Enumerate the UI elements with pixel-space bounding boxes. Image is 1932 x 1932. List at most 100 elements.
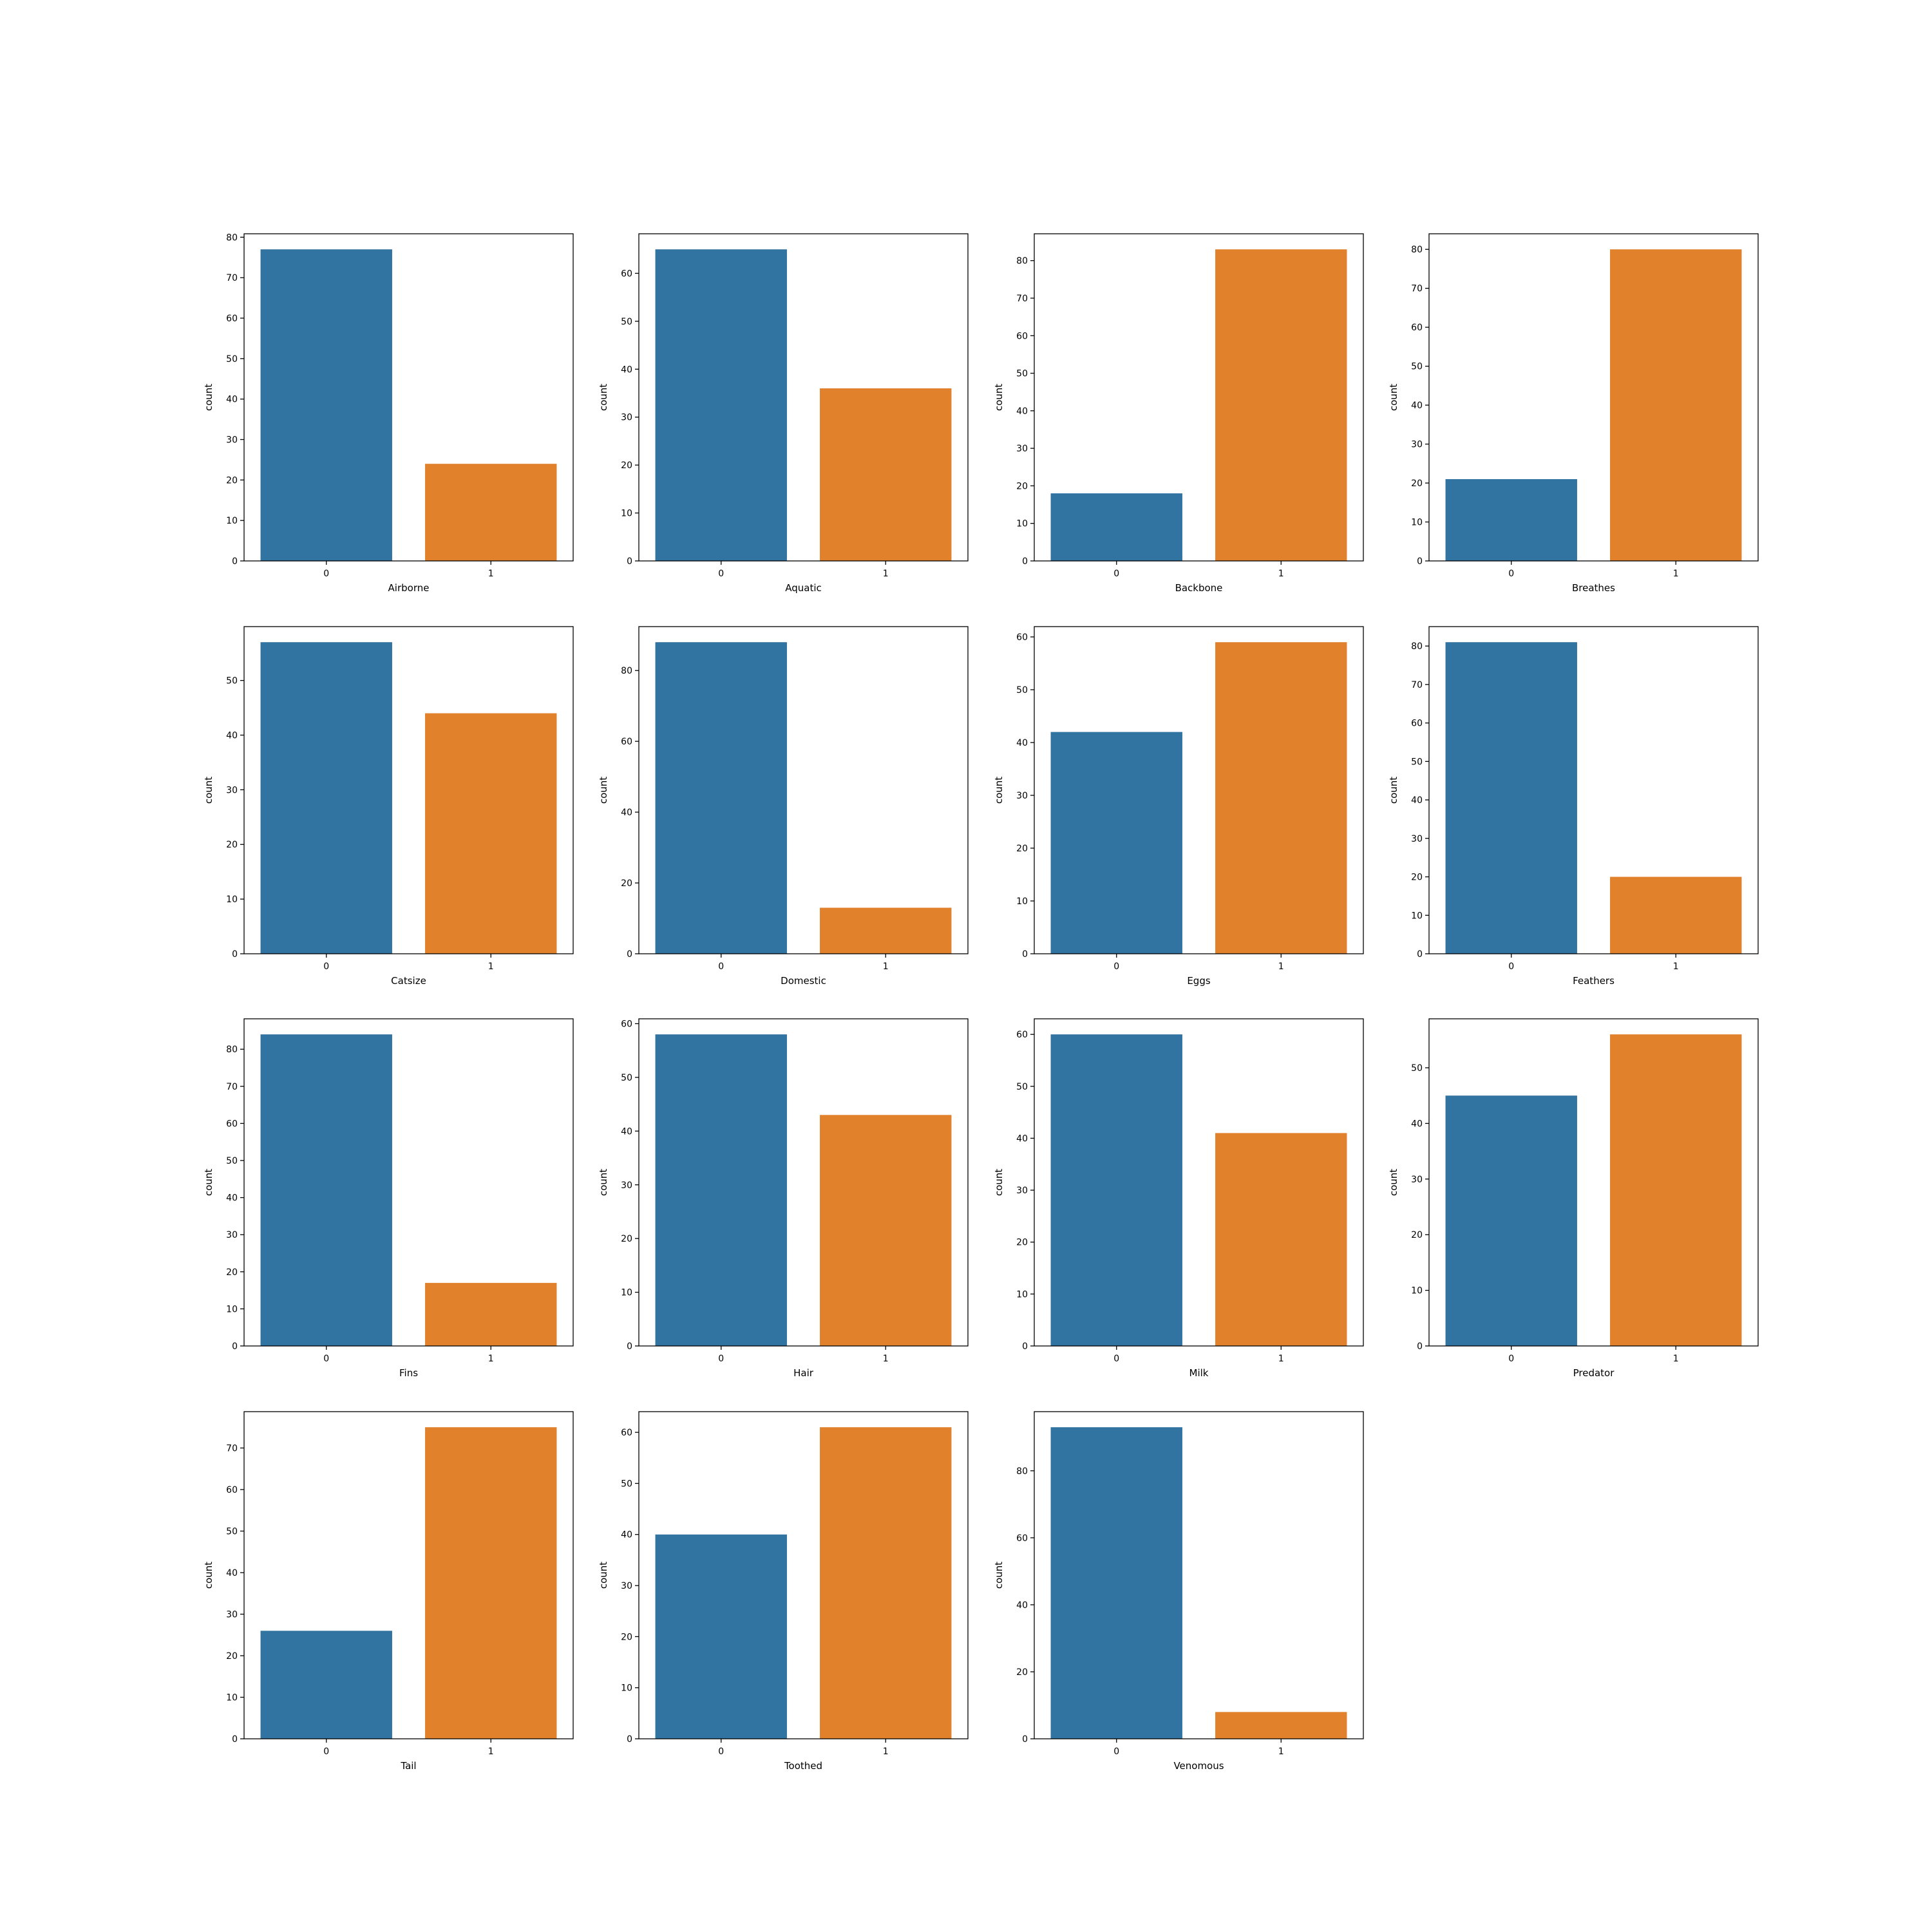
ytick-label-aquatic-30: 30 [621, 413, 632, 423]
xtick-label-backbone-1: 1 [1278, 569, 1284, 579]
bar-milk-0 [1050, 1034, 1182, 1346]
xtick-label-breathes-1: 1 [1673, 569, 1679, 579]
ylabel-fins: count [203, 1169, 214, 1196]
ytick-label-toothed-40: 40 [621, 1530, 632, 1540]
ytick-label-fins-30: 30 [226, 1230, 238, 1240]
ylabel-venomous: count [993, 1562, 1005, 1589]
ytick-label-hair-30: 30 [621, 1180, 632, 1191]
bar-breathes-1 [1610, 249, 1742, 561]
xtick-label-toothed-1: 1 [883, 1747, 889, 1757]
ytick-label-backbone-10: 10 [1016, 519, 1028, 529]
ytick-label-fins-20: 20 [226, 1267, 238, 1278]
ytick-label-airborne-60: 60 [226, 314, 238, 324]
ytick-label-airborne-70: 70 [226, 273, 238, 283]
subplot-feathers: 0 10 20 30 40 50 60 70 80 0 1 Feathers count [1388, 626, 1759, 987]
subplot-eggs: 0 10 20 30 40 50 60 0 1 Eggs count [993, 626, 1364, 987]
ytick-label-catsize-20: 20 [226, 840, 238, 850]
axes-frame-predator [1428, 1018, 1759, 1347]
ytick-label-feathers-80: 80 [1411, 641, 1423, 652]
xlabel-predator: Predator [1573, 1367, 1615, 1379]
subplot-domestic: 0 20 40 60 80 0 1 Domestic count [598, 626, 969, 987]
subplot-venomous: 0 20 40 60 80 0 1 Venomous count [993, 1411, 1364, 1772]
bar-eggs-1 [1215, 642, 1347, 954]
ytick-label-tail-0: 0 [232, 1734, 238, 1745]
xtick-label-eggs-1: 1 [1278, 961, 1284, 972]
ytick-label-toothed-60: 60 [621, 1428, 632, 1438]
subplot-aquatic: 0 10 20 30 40 50 60 0 1 Aquatic count [598, 233, 969, 594]
bar-feathers-1 [1610, 876, 1742, 954]
subplot-predator: 0 10 20 30 40 50 0 1 Predator count [1388, 1018, 1759, 1379]
ytick-label-eggs-60: 60 [1016, 632, 1028, 643]
ytick-label-catsize-10: 10 [226, 895, 238, 905]
ytick-label-backbone-70: 70 [1016, 294, 1028, 304]
subplot-hair: 0 10 20 30 40 50 60 0 1 Hair count [598, 1018, 969, 1379]
xtick-label-hair-0: 0 [718, 1354, 724, 1364]
ytick-label-domestic-0: 0 [627, 949, 632, 960]
ytick-label-breathes-40: 40 [1411, 401, 1423, 411]
xtick-label-feathers-1: 1 [1673, 961, 1679, 972]
ytick-label-aquatic-50: 50 [621, 317, 632, 327]
ytick-label-catsize-0: 0 [232, 949, 238, 960]
ylabel-feathers: count [1388, 777, 1399, 804]
ytick-label-tail-60: 60 [226, 1485, 238, 1495]
ytick-label-feathers-40: 40 [1411, 795, 1423, 806]
ytick-label-domestic-20: 20 [621, 878, 632, 889]
bar-fins-0 [260, 1034, 392, 1346]
xtick-label-eggs-0: 0 [1113, 961, 1119, 972]
xtick-label-catsize-1: 1 [488, 961, 494, 972]
ytick-label-breathes-80: 80 [1411, 245, 1423, 255]
xlabel-breathes: Breathes [1572, 582, 1615, 594]
bar-toothed-1 [820, 1427, 952, 1739]
xtick-label-tail-0: 0 [323, 1747, 329, 1757]
ylabel-tail: count [203, 1562, 214, 1589]
ytick-label-airborne-10: 10 [226, 516, 238, 526]
xtick-label-fins-1: 1 [488, 1354, 494, 1364]
subplot-fins: 0 10 20 30 40 50 60 70 80 0 1 Fins count [203, 1018, 574, 1379]
xlabel-hair: Hair [793, 1367, 814, 1379]
xtick-label-breathes-0: 0 [1508, 569, 1514, 579]
ytick-label-tail-70: 70 [226, 1443, 238, 1454]
xlabel-catsize: Catsize [391, 975, 426, 987]
ylabel-catsize: count [203, 777, 214, 804]
ytick-label-milk-20: 20 [1016, 1238, 1028, 1248]
ytick-label-eggs-0: 0 [1022, 949, 1028, 960]
ytick-label-fins-10: 10 [226, 1304, 238, 1314]
ytick-label-toothed-20: 20 [621, 1632, 632, 1642]
axes-frame-hair [638, 1018, 969, 1347]
xtick-label-venomous-1: 1 [1278, 1747, 1284, 1757]
xtick-label-hair-1: 1 [883, 1354, 889, 1364]
ytick-label-hair-20: 20 [621, 1234, 632, 1244]
xlabel-domestic: Domestic [781, 975, 826, 987]
bar-venomous-1 [1215, 1712, 1347, 1739]
ylabel-milk: count [993, 1169, 1005, 1196]
xtick-label-feathers-0: 0 [1508, 961, 1514, 972]
axes-frame-breathes [1428, 233, 1759, 562]
xtick-label-airborne-1: 1 [488, 569, 494, 579]
ylabel-eggs: count [993, 777, 1005, 804]
xlabel-airborne: Airborne [388, 582, 430, 594]
ytick-label-breathes-20: 20 [1411, 478, 1423, 489]
ytick-label-eggs-20: 20 [1016, 844, 1028, 854]
ytick-label-breathes-60: 60 [1411, 323, 1423, 333]
xlabel-milk: Milk [1189, 1367, 1209, 1379]
ytick-label-tail-10: 10 [226, 1692, 238, 1703]
bar-tail-1 [425, 1427, 557, 1739]
axes-frame-tail [243, 1411, 574, 1739]
bar-backbone-0 [1050, 493, 1182, 561]
ylabel-airborne: count [203, 384, 214, 411]
ytick-label-airborne-30: 30 [226, 435, 238, 446]
ylabel-toothed: count [598, 1562, 609, 1589]
axes-frame-aquatic [638, 233, 969, 562]
ytick-label-milk-30: 30 [1016, 1186, 1028, 1196]
xlabel-feathers: Feathers [1573, 975, 1615, 987]
xtick-label-catsize-0: 0 [323, 961, 329, 972]
ytick-label-airborne-0: 0 [232, 556, 238, 567]
xtick-label-fins-0: 0 [323, 1354, 329, 1364]
ytick-label-predator-30: 30 [1411, 1175, 1423, 1185]
subplot-backbone: 0 10 20 30 40 50 60 70 80 0 1 Backbone count [993, 233, 1364, 594]
xlabel-fins: Fins [399, 1367, 418, 1379]
ytick-label-catsize-50: 50 [226, 676, 238, 687]
axes-frame-feathers [1428, 626, 1759, 954]
ytick-label-eggs-30: 30 [1016, 791, 1028, 801]
ytick-label-eggs-40: 40 [1016, 738, 1028, 748]
